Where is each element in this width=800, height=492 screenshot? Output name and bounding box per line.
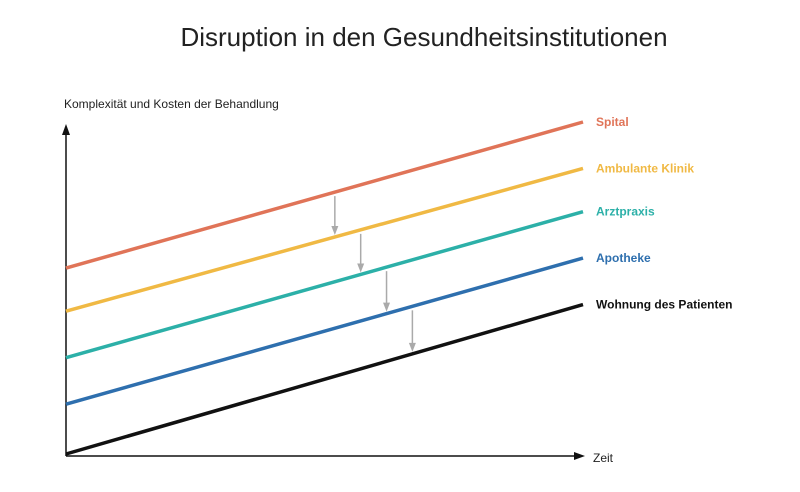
arrow-head-0 — [331, 226, 339, 236]
arrow-head-2 — [383, 302, 391, 312]
label-layer: Spital Ambulante Klinik Arztpraxis Apotheke… — [596, 115, 732, 312]
series-line-3 — [65, 256, 584, 406]
series-line-2 — [65, 209, 584, 360]
series-line-0 — [65, 120, 584, 270]
y-axis-label: Komplexität und Kosten der Behandlung — [64, 97, 279, 111]
arrow-layer — [331, 196, 416, 352]
x-axis-arrowhead — [574, 452, 585, 460]
series-line-1 — [65, 166, 584, 313]
series-layer — [65, 120, 584, 456]
series-line-4 — [65, 302, 584, 456]
arrow-head-3 — [408, 342, 416, 352]
series-label-3: Apotheke — [596, 251, 651, 265]
series-label-0: Spital — [596, 115, 629, 129]
series-label-1: Ambulante Klinik — [596, 161, 694, 175]
y-axis-arrowhead — [62, 124, 70, 135]
chart-title: Disruption in den Gesundheitsinstitution… — [180, 22, 667, 52]
x-axis-label: Zeit — [593, 451, 614, 465]
series-label-2: Arztpraxis — [596, 205, 655, 219]
arrow-head-1 — [357, 263, 365, 273]
series-label-4: Wohnung des Patienten — [596, 298, 732, 312]
